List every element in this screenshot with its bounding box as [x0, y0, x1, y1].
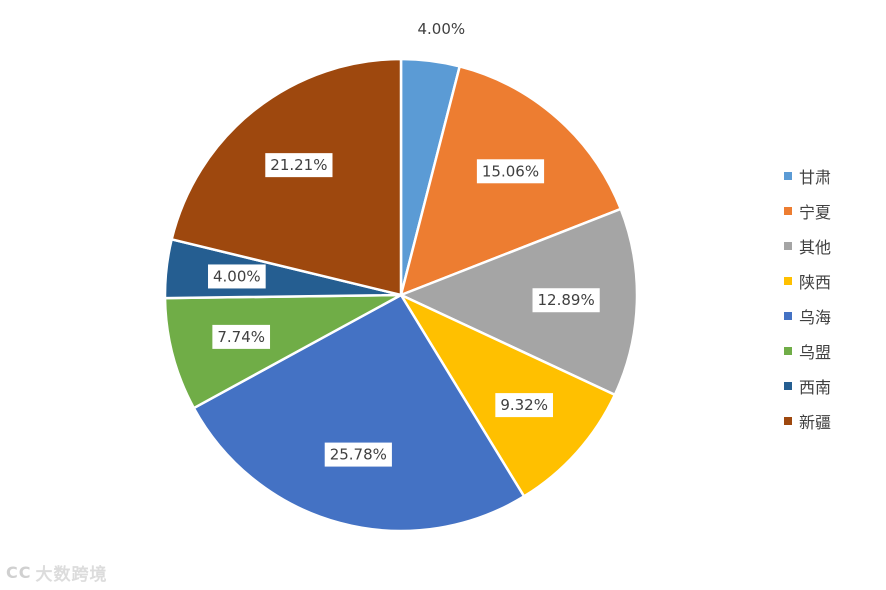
data-label-text-2: 12.89% [538, 291, 595, 309]
legend-label-0: 甘肃 [799, 167, 832, 187]
legend-item-3: 陕西 [784, 263, 831, 298]
legend-item-2: 其他 [784, 228, 831, 263]
data-label-6: 4.00% [208, 264, 266, 289]
legend-swatch-5 [784, 346, 792, 355]
data-label-5: 7.74% [212, 324, 271, 349]
data-label-4: 25.78% [324, 442, 392, 467]
data-label-text-6: 4.00% [213, 267, 261, 285]
legend-swatch-2 [784, 241, 792, 250]
data-label-box-1 [476, 159, 545, 184]
legend-label-2: 其他 [799, 237, 832, 257]
data-label-1: 15.06% [476, 159, 545, 184]
legend-swatch-4 [784, 311, 792, 320]
watermark: CC 大数跨境 [6, 560, 107, 585]
data-label-0: 4.00% [418, 20, 466, 38]
chart-legend: 甘肃 宁夏 其他 陕西 乌海 乌盟 西南 新疆 [784, 158, 831, 438]
legend-swatch-0 [784, 171, 792, 180]
data-label-box-4 [324, 442, 392, 467]
legend-item-5: 乌盟 [784, 333, 831, 368]
legend-item-1: 宁夏 [784, 193, 831, 228]
legend-label-7: 新疆 [799, 412, 832, 432]
pie-slice-5 [163, 293, 402, 410]
data-label-text-4: 25.78% [330, 446, 387, 464]
data-label-box-3 [495, 393, 553, 418]
data-label-text-7: 21.21% [270, 156, 327, 174]
pie-slice-2 [397, 207, 639, 397]
data-label-3: 9.32% [495, 393, 553, 418]
data-label-7: 21.21% [265, 153, 333, 178]
legend-item-6: 西南 [784, 368, 831, 403]
data-label-2: 12.89% [532, 288, 600, 313]
data-label-text-1: 15.06% [482, 162, 539, 180]
data-label-box-6 [208, 264, 266, 289]
legend-item-7: 新疆 [784, 403, 831, 438]
data-label-box-2 [532, 288, 600, 313]
data-label-text-0: 4.00% [418, 20, 466, 38]
legend-label-1: 宁夏 [799, 202, 832, 222]
legend-swatch-7 [784, 416, 792, 425]
data-label-box-5 [212, 324, 271, 349]
pie-data-labels: 4.00% 15.06% 12.89% 9.32% 25.78% 7.74% 4.00% 21… [208, 20, 600, 467]
data-label-box-7 [265, 153, 333, 178]
data-label-text-5: 7.74% [217, 328, 265, 346]
legend-swatch-6 [784, 381, 792, 390]
watermark-text: 大数跨境 [35, 565, 108, 585]
legend-swatch-3 [784, 276, 792, 285]
legend-swatch-1 [784, 206, 792, 215]
watermark-logo: CC [6, 563, 32, 582]
legend-label-5: 乌盟 [799, 342, 832, 362]
data-label-text-3: 9.32% [500, 396, 548, 414]
legend-item-4: 乌海 [784, 298, 831, 333]
legend-label-6: 西南 [799, 377, 832, 397]
legend-label-4: 乌海 [799, 307, 832, 327]
pie-slice-4 [192, 293, 526, 533]
legend-item-0: 甘肃 [784, 158, 831, 193]
legend-label-3: 陕西 [799, 272, 832, 292]
